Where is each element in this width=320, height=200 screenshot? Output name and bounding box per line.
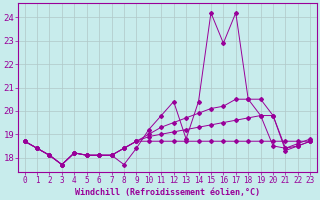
X-axis label: Windchill (Refroidissement éolien,°C): Windchill (Refroidissement éolien,°C) xyxy=(75,188,260,197)
